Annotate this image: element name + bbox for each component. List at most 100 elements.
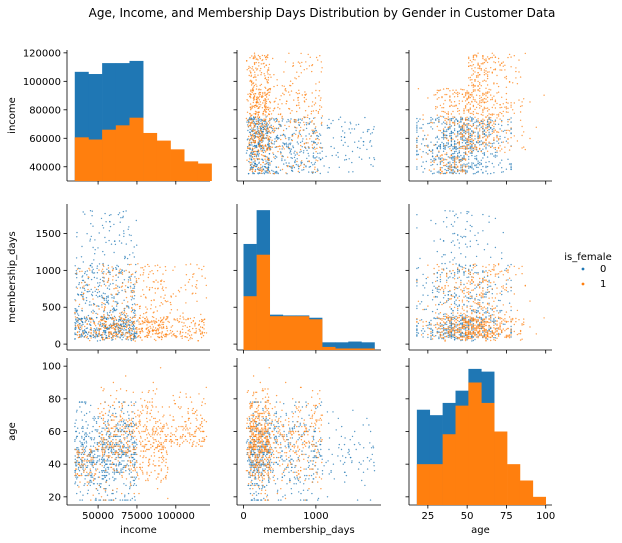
scatter-point-0 (463, 152, 465, 154)
scatter-point-0 (366, 130, 369, 133)
scatter-point-0 (275, 127, 278, 130)
scatter-point-1 (513, 112, 515, 115)
scatter-point-0 (496, 140, 498, 142)
scatter-point-1 (82, 331, 84, 334)
scatter-point-0 (416, 122, 418, 124)
scatter-point-1 (162, 317, 165, 319)
scatter-point-0 (88, 320, 90, 322)
scatter-point-1 (247, 67, 250, 70)
scatter-point-0 (117, 302, 119, 304)
scatter-point-1 (189, 325, 191, 328)
scatter-point-0 (275, 120, 278, 122)
scatter-point-0 (453, 167, 456, 169)
scatter-point-1 (479, 65, 481, 67)
scatter-point-0 (460, 169, 462, 171)
scatter-point-1 (107, 267, 110, 269)
scatter-point-1 (512, 82, 514, 84)
scatter-point-1 (253, 124, 255, 127)
scatter-point-1 (474, 59, 476, 61)
scatter-point-0 (480, 317, 482, 319)
scatter-point-0 (271, 127, 273, 130)
scatter-point-0 (301, 146, 303, 148)
scatter-point-1 (485, 70, 487, 72)
scatter-point-1 (477, 112, 479, 115)
scatter-point-0 (290, 118, 292, 120)
scatter-point-0 (450, 324, 453, 327)
scatter-point-0 (486, 165, 489, 168)
scatter-point-0 (424, 168, 426, 170)
scatter-point-0 (125, 243, 128, 245)
scatter-point-0 (452, 161, 454, 164)
scatter-point-0 (460, 334, 462, 336)
scatter-point-0 (282, 142, 284, 144)
scatter-point-0 (466, 131, 468, 133)
scatter-point-1 (266, 80, 268, 83)
scatter-point-1 (280, 95, 282, 97)
scatter-point-0 (471, 336, 473, 338)
scatter-point-1 (159, 332, 161, 334)
scatter-point-1 (251, 66, 254, 68)
scatter-point-1 (504, 106, 506, 108)
scatter-point-0 (469, 136, 471, 139)
scatter-point-1 (248, 65, 250, 68)
scatter-point-0 (430, 338, 432, 340)
scatter-point-1 (483, 106, 486, 109)
scatter-point-0 (475, 119, 478, 121)
scatter-point-1 (314, 148, 316, 150)
scatter-point-1 (439, 130, 442, 132)
scatter-point-1 (494, 129, 497, 131)
scatter-point-1 (475, 54, 478, 57)
scatter-point-0 (92, 246, 94, 249)
scatter-point-0 (97, 285, 100, 288)
scatter-point-0 (82, 321, 84, 324)
scatter-point-1 (88, 267, 90, 270)
scatter-point-1 (253, 63, 256, 66)
scatter-point-1 (117, 290, 119, 292)
scatter-point-1 (482, 121, 484, 123)
scatter-point-0 (463, 130, 465, 132)
scatter-point-0 (249, 156, 251, 158)
scatter-point-0 (471, 166, 473, 168)
scatter-point-0 (453, 215, 456, 217)
scatter-point-1 (420, 156, 423, 158)
scatter-point-0 (486, 173, 489, 175)
scatter-point-1 (482, 118, 484, 120)
scatter-point-1 (164, 294, 166, 296)
scatter-point-1 (148, 334, 150, 336)
scatter-point-0 (132, 283, 135, 286)
scatter-point-0 (312, 156, 314, 158)
scatter-point-1 (477, 85, 479, 87)
scatter-point-1 (187, 333, 189, 335)
scatter-point-0 (430, 332, 432, 334)
scatter-point-1 (148, 289, 151, 291)
scatter-point-0 (294, 161, 296, 164)
scatter-point-0 (80, 336, 82, 338)
scatter-point-0 (446, 321, 448, 323)
scatter-point-0 (82, 261, 85, 263)
scatter-point-1 (103, 314, 105, 316)
scatter-point-1 (90, 331, 92, 334)
scatter-point-0 (344, 159, 346, 161)
scatter-point-0 (477, 232, 479, 234)
scatter-point-1 (446, 93, 448, 96)
scatter-point-1 (160, 321, 162, 323)
scatter-point-1 (295, 120, 297, 122)
scatter-point-0 (77, 267, 80, 269)
scatter-point-0 (464, 264, 467, 266)
scatter-point-1 (107, 277, 110, 280)
scatter-point-0 (460, 332, 462, 335)
scatter-point-1 (422, 114, 424, 116)
scatter-point-1 (471, 68, 473, 70)
plot-grid: 400006000080000100000120000income0500100… (7, 48, 555, 536)
scatter-point-1 (250, 154, 252, 156)
scatter-point-1 (249, 164, 252, 166)
scatter-point-0 (477, 166, 479, 169)
scatter-point-0 (416, 329, 418, 332)
scatter-point-1 (496, 82, 498, 85)
scatter-point-0 (474, 121, 476, 124)
scatter-point-0 (92, 225, 94, 227)
scatter-point-0 (87, 337, 89, 340)
scatter-point-0 (510, 332, 512, 334)
scatter-point-0 (442, 324, 445, 327)
scatter-point-1 (474, 85, 476, 87)
